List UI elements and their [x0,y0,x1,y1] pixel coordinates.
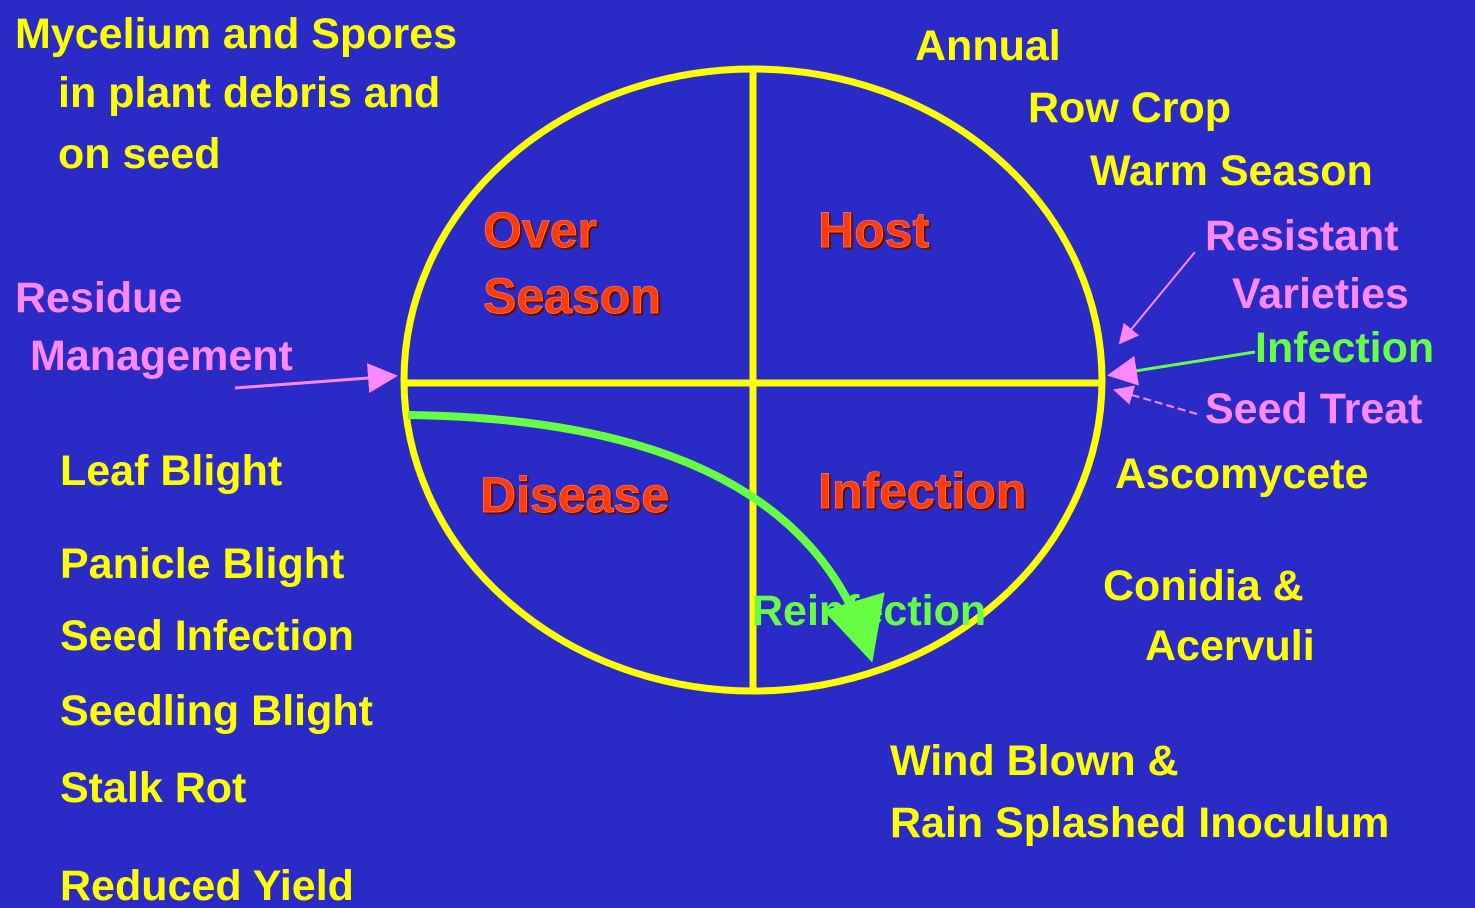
quadrant-label: Host [818,202,929,258]
infection-arrow [1107,350,1256,386]
symptom: Seed Infection [60,612,354,660]
resistant-arrow [1118,251,1196,345]
note-line: in plant debris and [58,69,440,117]
host-trait: Warm Season [1090,147,1373,195]
control-label: Management [30,332,293,380]
symptom: Reduced Yield [60,862,354,908]
note-line: on seed [58,130,221,178]
spores-label: Conidia & [1103,562,1304,610]
seed-treat-arrow [1113,385,1198,415]
quadrant-label: Over [483,202,597,258]
quadrant-label: Season [483,268,661,324]
symptom: Panicle Blight [60,540,344,588]
control-label: Varieties [1232,270,1409,318]
reinfection-arrow [407,411,885,663]
host-trait: Annual [915,22,1061,70]
infection-label: Infection [1255,324,1434,372]
symptom: Leaf Blight [60,447,282,495]
reinfection-label: Reinfection [752,587,986,635]
quadrant-label: Disease [480,467,669,523]
control-label: Resistant [1205,212,1399,260]
symptom: Stalk Rot [60,764,246,812]
dispersal-label: Wind Blown & [890,737,1179,785]
control-label: Residue [15,274,182,322]
residue-arrow [234,363,398,393]
symptom: Seedling Blight [60,687,373,735]
host-trait: Row Crop [1028,84,1231,132]
pathogen-label: Ascomycete [1115,450,1368,498]
note-line: Mycelium and Spores [15,10,457,58]
spores-label: Acervuli [1145,622,1315,670]
control-label: Seed Treat [1205,385,1423,433]
quadrant-label: Infection [818,463,1026,519]
dispersal-label: Rain Splashed Inoculum [890,799,1389,847]
